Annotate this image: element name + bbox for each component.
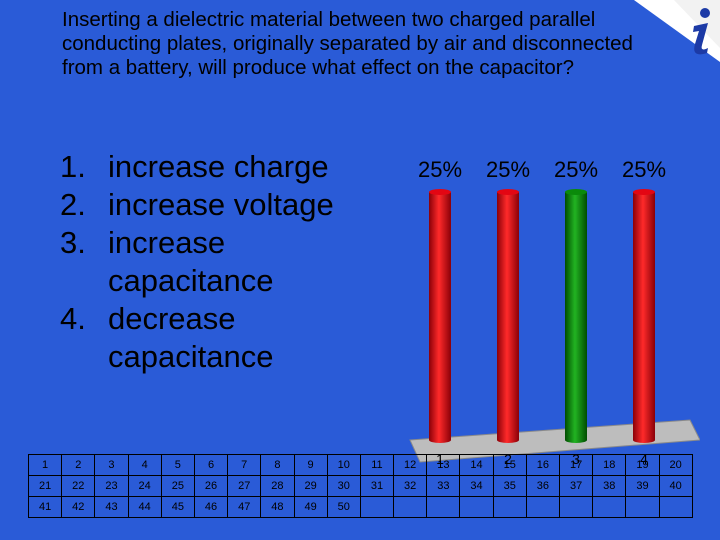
grid-cell: 48 [260,496,295,518]
bar-cap [633,189,655,195]
grid-cell: 6 [193,454,229,476]
grid-cell: 2 [61,454,96,476]
grid-cell: 30 [326,475,361,497]
grid-cell: 28 [260,475,295,497]
grid-cell: 36 [525,475,561,497]
grid-cell: 18 [592,454,627,476]
grid-cell: 7 [227,454,262,476]
question-text: Inserting a dielectric material between … [62,8,633,79]
grid-cell: 20 [658,454,693,476]
grid-cell: 16 [525,454,561,476]
grid-cell: 27 [227,475,262,497]
answer-3[interactable]: 3. increase capacitance [60,224,363,300]
grid-cell: 37 [558,475,594,497]
grid-cell: 34 [459,475,494,497]
bar-base [565,437,587,443]
grid-cell: 49 [293,496,328,518]
grid-cell: 31 [359,475,395,497]
bar-cap [497,189,519,195]
grid-cell: 47 [227,496,262,518]
grid-cell: 14 [459,454,494,476]
bar-base [497,437,519,443]
bar-cap [429,189,451,195]
grid-cell: 11 [359,454,395,476]
bar-1 [429,192,451,440]
grid-cell: 15 [492,454,527,476]
grid-cell: 42 [61,496,96,518]
grid-cell: 19 [625,454,660,476]
grid-cell: 39 [625,475,660,497]
grid-cell: 32 [393,475,428,497]
grid-cell [558,496,594,518]
response-chart: 25%125%225%325%4 [409,157,700,467]
answer-2[interactable]: 2. increase voltage [60,186,363,224]
grid-cell: 33 [426,475,461,497]
grid-cell [625,496,660,518]
grid-cell: 10 [326,454,361,476]
grid-cell: 13 [426,454,461,476]
answer-4[interactable]: 4. decrease capacitance [60,300,363,376]
grid-cell: 50 [326,496,361,518]
answer-text: increase charge [108,149,329,184]
answer-text: increase voltage [108,187,334,222]
grid-cell: 45 [160,496,195,518]
data-label: 25% [418,157,462,182]
answer-text: increase capacitance [108,225,274,298]
grid-cell [459,496,494,518]
bar-3 [565,192,587,440]
grid-cell: 1 [27,454,63,476]
grid-cell: 24 [127,475,162,497]
grid-cell: 43 [94,496,129,518]
keypad-grid: 1 2 3 4 5 6 7 8 9 10 11 12 13 14 15 16 17 18 19 20 21 22 23 24 2… [27,454,693,518]
grid-cell: 26 [193,475,229,497]
grid-cell [592,496,627,518]
grid-cell: 3 [94,454,129,476]
grid-cell: 4 [127,454,162,476]
grid-row: 41 42 43 44 45 46 47 48 49 50 [27,496,693,518]
bar-base [633,437,655,443]
answer-text: decrease capacitance [108,301,274,374]
grid-row: 1 2 3 4 5 6 7 8 9 10 11 12 13 14 15 16 17 18 19 20 [27,454,693,476]
grid-cell: 5 [160,454,195,476]
grid-cell: 40 [658,475,693,497]
grid-cell: 23 [94,475,129,497]
grid-cell: 12 [393,454,428,476]
grid-cell [359,496,395,518]
grid-cell: 8 [260,454,295,476]
grid-cell [426,496,461,518]
data-label: 25% [554,157,598,182]
bar-2 [497,192,519,440]
i-logo-icon [634,0,720,62]
data-label: 25% [486,157,530,182]
grid-cell: 22 [61,475,96,497]
data-label: 25% [622,157,666,182]
grid-row: 21 22 23 24 25 26 27 28 29 30 31 32 33 34 35 36 37 38 39 40 [27,475,693,497]
grid-cell: 44 [127,496,162,518]
grid-cell: 46 [193,496,229,518]
grid-cell: 35 [492,475,527,497]
bar-4 [633,192,655,440]
answer-1[interactable]: 1. increase charge [60,148,363,186]
answer-number: 4. [60,301,86,336]
grid-cell [492,496,527,518]
bar-base [429,437,451,443]
grid-cell: 38 [592,475,627,497]
grid-cell: 9 [293,454,328,476]
grid-cell: 17 [558,454,594,476]
answer-number: 3. [60,225,86,260]
bar-cap [565,189,587,195]
grid-cell: 41 [27,496,63,518]
grid-cell [658,496,693,518]
grid-cell [393,496,428,518]
grid-cell: 29 [293,475,328,497]
answer-number: 1. [60,149,86,184]
grid-cell: 25 [160,475,195,497]
answer-list: 1. increase charge 2. increase voltage 3… [60,148,363,376]
grid-cell [525,496,561,518]
grid-cell: 21 [27,475,63,497]
answer-number: 2. [60,187,86,222]
